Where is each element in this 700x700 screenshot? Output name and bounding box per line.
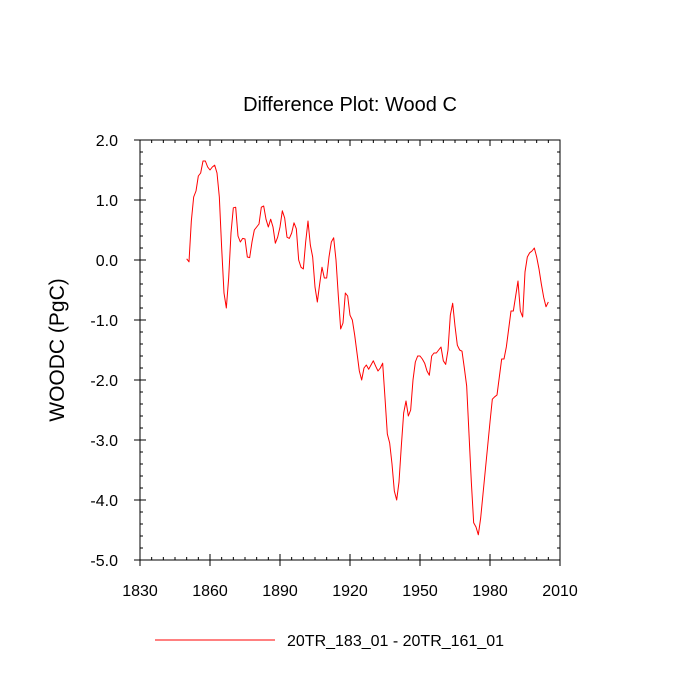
chart-title: Difference Plot: Wood C xyxy=(243,94,457,116)
y-tick-label: -1.0 xyxy=(90,313,118,330)
legend-label: 20TR_183_01 - 20TR_161_01 xyxy=(287,633,504,650)
y-tick-label: 2.0 xyxy=(96,133,118,150)
y-axis-label: WOODC (PgC) xyxy=(46,278,69,422)
x-tick-label: 1920 xyxy=(332,583,368,600)
x-tick-label: 1830 xyxy=(122,583,158,600)
x-tick-label: 1950 xyxy=(402,583,438,600)
y-tick-label: 0.0 xyxy=(96,253,118,270)
y-tick-label: -4.0 xyxy=(90,493,118,510)
tick-labels: 1830 1860 1890 1920 1950 1980 2010 -5.0 -4.0 -3.0… xyxy=(90,133,577,600)
x-tick-label: 2010 xyxy=(542,583,578,600)
series-lines xyxy=(186,160,549,536)
x-tick-label: 1890 xyxy=(262,583,298,600)
plot-frame xyxy=(139,139,561,561)
y-tick-label: -2.0 xyxy=(90,373,118,390)
x-tick-label: 1980 xyxy=(472,583,508,600)
y-tick-label: -5.0 xyxy=(90,553,118,570)
legend: 20TR_183_01 - 20TR_161_01 xyxy=(155,633,504,650)
y-tick-label: -3.0 xyxy=(90,433,118,450)
series-line-0 xyxy=(186,160,549,536)
plot-area: 1830 1860 1890 1920 1950 1980 2010 -5.0 -4.0 -3.0… xyxy=(90,133,577,600)
y-tick-label: 1.0 xyxy=(96,193,118,210)
x-tick-label: 1860 xyxy=(192,583,228,600)
axis-ticks xyxy=(134,139,561,566)
